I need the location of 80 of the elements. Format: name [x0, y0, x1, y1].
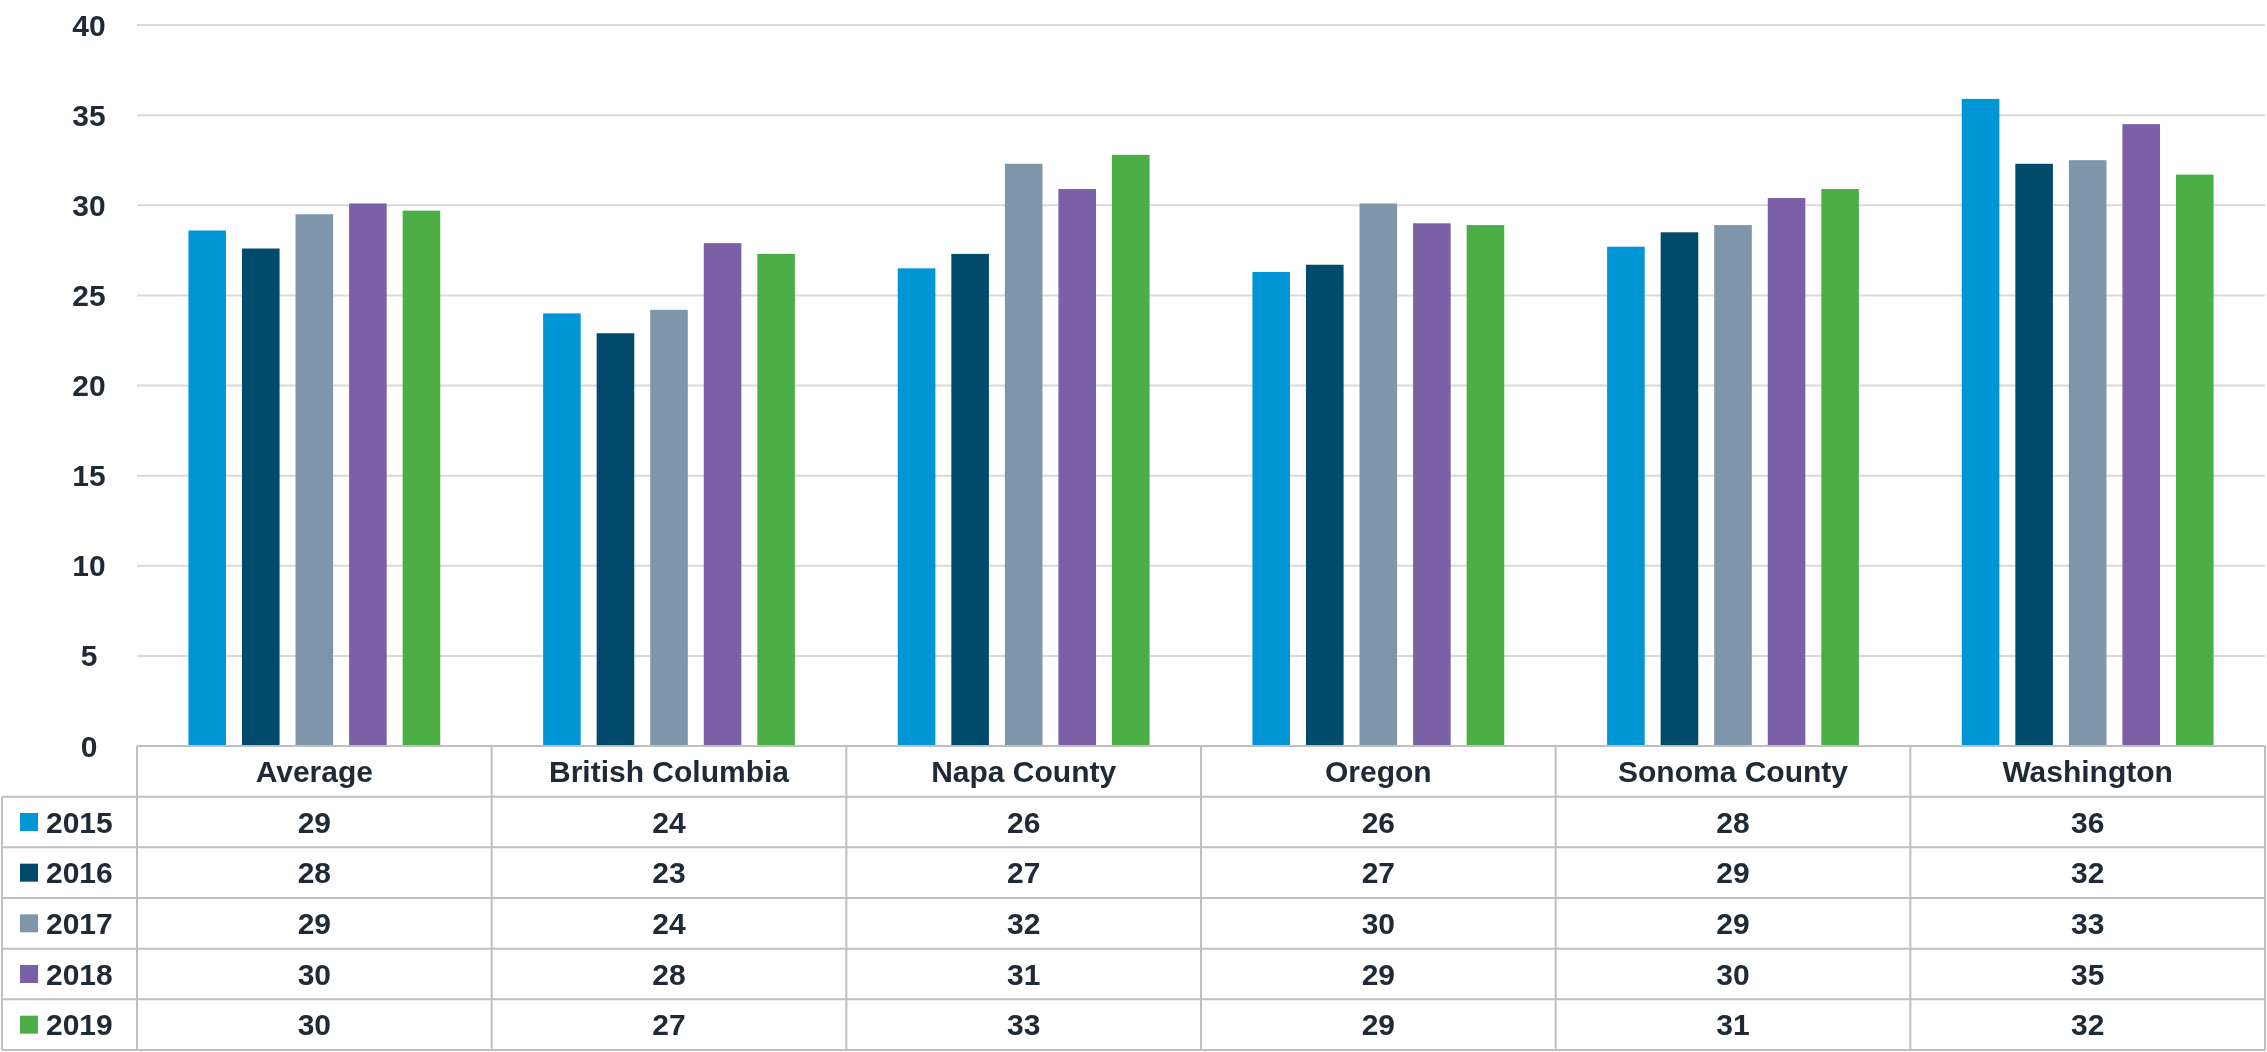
bar [188, 230, 227, 746]
y-tick-label: 5 [80, 639, 98, 673]
data-label: 30 [1716, 957, 1750, 991]
bar [703, 243, 742, 746]
data-label: 26 [1361, 805, 1396, 839]
bar [1359, 203, 1398, 746]
bar [757, 253, 795, 746]
bar [1004, 163, 1043, 746]
bar [1821, 189, 1859, 746]
bar [1714, 225, 1752, 746]
legend-label: 2016 [46, 856, 113, 890]
data-label: 23 [652, 856, 686, 890]
data-label: 32 [2070, 1008, 2105, 1042]
data-label: 29 [1716, 856, 1750, 890]
bar [2122, 124, 2161, 746]
data-label: 29 [1361, 1008, 1396, 1042]
data-label: 32 [2070, 856, 2105, 890]
y-tick-label: 15 [72, 459, 106, 493]
x-tick-label: Oregon [1325, 754, 1432, 788]
data-label: 30 [297, 1008, 332, 1042]
y-tick-label: 35 [72, 98, 106, 132]
x-tick-label: Average [255, 754, 373, 788]
data-label: 29 [297, 906, 332, 940]
y-tick-label: 20 [72, 369, 106, 402]
data-label: 32 [1006, 906, 1041, 940]
data-label: 33 [1006, 1008, 1041, 1042]
data-label: 24 [652, 906, 686, 940]
data-label: 35 [2070, 957, 2105, 991]
x-tick-label: Washington [2002, 754, 2173, 788]
data-label: 27 [652, 1008, 686, 1042]
bar [2175, 174, 2214, 746]
bar [596, 333, 635, 746]
y-tick-label: 0 [80, 729, 98, 763]
bar [1058, 189, 1097, 746]
y-tick-label: 40 [72, 8, 106, 42]
bar [650, 309, 688, 746]
bar [1413, 223, 1451, 746]
legend-label: 2015 [46, 805, 113, 839]
data-label: 24 [652, 805, 686, 839]
bar [951, 253, 989, 746]
legend-label: 2017 [46, 906, 113, 940]
bar [241, 248, 280, 746]
bar [1305, 264, 1344, 746]
data-label: 28 [652, 957, 686, 991]
data-label: 29 [1361, 957, 1396, 991]
bar [1111, 154, 1150, 746]
bar [543, 313, 581, 746]
bar [1252, 271, 1291, 746]
bar [402, 210, 441, 746]
data-label: 31 [1716, 1008, 1750, 1042]
bar [2015, 163, 2053, 746]
x-tick-label: Napa County [931, 754, 1117, 788]
data-label: 26 [1006, 805, 1041, 839]
bar [2068, 160, 2107, 746]
data-label: 30 [1361, 906, 1396, 940]
data-label: 27 [1006, 856, 1041, 890]
data-label: 27 [1361, 856, 1396, 890]
data-label: 30 [297, 957, 332, 991]
y-tick-label: 25 [72, 278, 106, 312]
legend-label: 2019 [46, 1008, 113, 1042]
data-label: 36 [2070, 805, 2105, 839]
bar [295, 214, 334, 746]
bar [1767, 198, 1806, 746]
bar [1607, 246, 1645, 746]
y-tick-label: 30 [72, 188, 106, 222]
data-label: 29 [1716, 906, 1750, 940]
bar [1961, 98, 2000, 746]
bar [897, 268, 936, 746]
y-tick-label: 10 [72, 549, 106, 583]
x-tick-label: British Columbia [548, 754, 790, 788]
x-tick-label: Sonoma County [1618, 754, 1849, 788]
bar [1660, 232, 1699, 746]
bar [349, 203, 387, 746]
data-label: 33 [2070, 906, 2105, 940]
data-label: 28 [1716, 805, 1750, 839]
bar [1466, 225, 1505, 746]
data-label: 28 [297, 856, 332, 890]
data-label: 29 [297, 805, 332, 839]
data-label: 31 [1006, 957, 1041, 991]
legend-label: 2018 [46, 957, 113, 991]
